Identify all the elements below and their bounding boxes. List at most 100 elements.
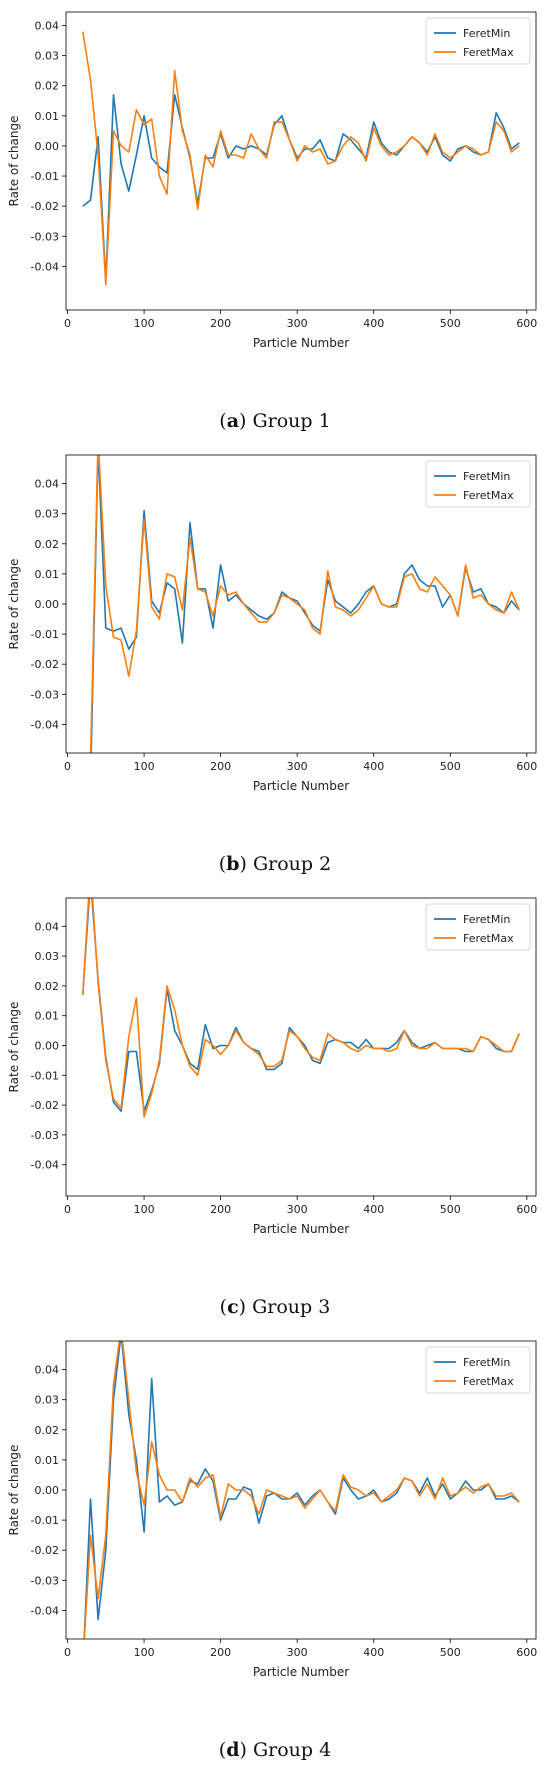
legend-label-feretmax: FeretMax: [463, 1375, 514, 1388]
caption-letter: c: [227, 1296, 239, 1318]
x-tick-label: 200: [210, 317, 231, 330]
caption-letter: b: [226, 853, 240, 875]
y-axis-label: Rate of change: [7, 1002, 21, 1093]
x-tick-label: 200: [210, 1646, 231, 1659]
x-tick-label: 100: [134, 317, 155, 330]
y-tick-label: -0.02: [31, 1099, 59, 1112]
y-tick-label: 0.01: [35, 1010, 60, 1023]
y-tick-label: 0.04: [35, 478, 60, 491]
caption-text: Group 1: [246, 410, 331, 432]
x-axis-label: Particle Number: [253, 779, 349, 793]
y-tick-label: -0.03: [31, 688, 59, 701]
legend: FeretMin FeretMax: [425, 460, 531, 508]
legend-label-feretmax: FeretMax: [463, 46, 514, 59]
y-tick-label: 0.00: [35, 140, 60, 153]
x-tick-label: 600: [516, 1646, 537, 1659]
x-tick-label: 300: [287, 1203, 308, 1216]
x-tick-label: 600: [516, 1203, 537, 1216]
caption-letter: a: [226, 410, 240, 432]
y-axis-label: Rate of change: [7, 116, 21, 207]
x-tick-label: 0: [64, 760, 71, 773]
caption-group-1: (a) Group 1: [219, 410, 331, 432]
x-tick-label: 200: [210, 1203, 231, 1216]
chart-group-4: -0.04 -0.03 -0.02 -0.01 0.00 0.01 0.02 0.03 0.04…: [7, 1340, 537, 1679]
y-axis-label: Rate of change: [7, 1445, 21, 1536]
y-tick-label: 0.00: [35, 1484, 60, 1497]
x-tick-label: 400: [363, 317, 384, 330]
chart-group-3: -0.04 -0.03 -0.02 -0.01 0.00 0.01 0.02 0.03 0.04…: [7, 897, 537, 1236]
y-tick-label: 0.01: [35, 1454, 60, 1467]
y-tick-label: 0.04: [35, 20, 60, 33]
plot-area: [89, 455, 520, 753]
y-tick-label: 0.03: [35, 1394, 60, 1407]
y-tick-label: 0.00: [35, 1040, 60, 1053]
chart-panel-group-2: -0.04 -0.03 -0.02 -0.01 0.00 0.01 0.02 0.03 0.04…: [0, 443, 550, 885]
y-tick-label: -0.03: [31, 1129, 59, 1142]
y-axis-label: Rate of change: [7, 559, 21, 650]
y-tick-label: 0.01: [35, 110, 60, 123]
series-line-feretmin: [83, 1341, 520, 1639]
y-tick-label: 0.02: [35, 1424, 60, 1437]
y-tick-label: 0.02: [35, 980, 60, 993]
y-tick-label: -0.04: [31, 1604, 59, 1617]
x-tick-label: 100: [134, 760, 155, 773]
y-tick-label: -0.01: [31, 1069, 59, 1082]
series-line-feretmax: [83, 1341, 520, 1639]
legend-label-feretmax: FeretMax: [463, 932, 514, 945]
y-tick-label: -0.01: [31, 628, 59, 641]
y-tick-label: 0.04: [35, 1364, 60, 1377]
chart-panel-group-1: -0.04 -0.03 -0.02 -0.01 0.00 0.01 0.02 0.03 0.04…: [0, 0, 550, 442]
caption-group-2: (b) Group 2: [218, 853, 332, 875]
x-tick-label: 400: [363, 1646, 384, 1659]
y-tick-label: -0.03: [31, 1574, 59, 1587]
caption-text: Group 3: [246, 1296, 331, 1318]
y-tick-label: -0.04: [31, 1159, 59, 1172]
x-tick-label: 500: [440, 1203, 461, 1216]
y-tick-label: 0.03: [35, 508, 60, 521]
caption-letter: d: [226, 1739, 240, 1761]
x-axis-label: Particle Number: [253, 1665, 349, 1679]
x-tick-label: 0: [64, 1203, 71, 1216]
caption-text: Group 2: [246, 853, 332, 875]
legend-label-feretmax: FeretMax: [463, 489, 514, 502]
chart-panel-group-3: -0.04 -0.03 -0.02 -0.01 0.00 0.01 0.02 0.03 0.04…: [0, 886, 550, 1328]
legend: FeretMin FeretMax: [425, 17, 531, 65]
y-tick-label: -0.01: [31, 170, 59, 183]
legend: FeretMin FeretMax: [425, 903, 531, 951]
x-axis-label: Particle Number: [253, 336, 349, 350]
chart-group-2: -0.04 -0.03 -0.02 -0.01 0.00 0.01 0.02 0.03 0.04…: [7, 454, 537, 793]
y-tick-label: -0.04: [31, 718, 59, 731]
legend-label-feretmin: FeretMin: [463, 27, 510, 40]
series-line-feretmax: [89, 455, 520, 753]
x-tick-label: 0: [64, 317, 71, 330]
y-tick-label: -0.01: [31, 1514, 59, 1527]
y-tick-label: 0.00: [35, 598, 60, 611]
series-line-feretmax: [82, 898, 520, 1118]
caption-group-3: (c) Group 3: [219, 1296, 331, 1318]
y-tick-label: -0.03: [31, 230, 59, 243]
x-tick-label: 600: [516, 760, 537, 773]
plot-area: [82, 898, 520, 1118]
x-tick-label: 600: [516, 317, 537, 330]
plot-frame: [65, 11, 537, 311]
y-tick-label: 0.02: [35, 80, 60, 93]
x-tick-label: 500: [440, 1646, 461, 1659]
x-tick-label: 100: [134, 1646, 155, 1659]
plot-frame: [65, 1340, 537, 1640]
y-tick-label: -0.04: [31, 260, 59, 273]
plot-frame: [65, 897, 537, 1197]
x-tick-label: 100: [134, 1203, 155, 1216]
x-axis-label: Particle Number: [253, 1222, 349, 1236]
plot-area: [83, 1341, 520, 1639]
caption-text: Group 4: [246, 1739, 332, 1761]
legend-label-feretmin: FeretMin: [463, 913, 510, 926]
legend-label-feretmin: FeretMin: [463, 470, 510, 483]
caption-group-4: (d) Group 4: [218, 1739, 332, 1761]
chart-panel-group-4: -0.04 -0.03 -0.02 -0.01 0.00 0.01 0.02 0.03 0.04…: [0, 1329, 550, 1771]
x-tick-label: 500: [440, 317, 461, 330]
y-tick-label: 0.03: [35, 50, 60, 63]
x-tick-label: 300: [287, 760, 308, 773]
y-tick-label: 0.03: [35, 950, 60, 963]
x-tick-label: 500: [440, 760, 461, 773]
x-tick-label: 400: [363, 1203, 384, 1216]
